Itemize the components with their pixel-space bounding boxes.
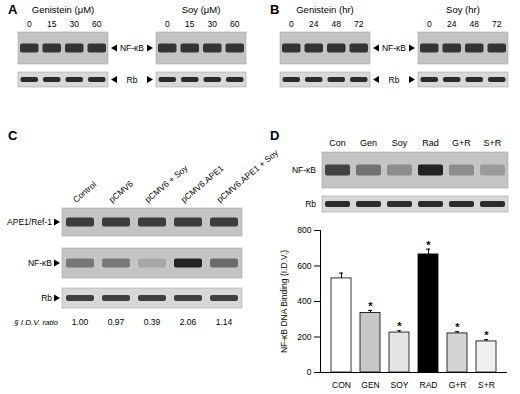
svg-text:A: A — [8, 2, 18, 17]
svg-text:400: 400 — [297, 296, 311, 306]
svg-text:Rad: Rad — [422, 138, 439, 148]
svg-text:Rb: Rb — [41, 293, 52, 303]
svg-text:S+R: S+R — [478, 380, 495, 390]
svg-text:48: 48 — [470, 19, 480, 29]
svg-text:72: 72 — [354, 19, 364, 29]
svg-text:*: * — [484, 329, 489, 341]
svg-text:Soy (μM): Soy (μM) — [182, 4, 221, 15]
svg-text:*: * — [426, 239, 431, 251]
svg-text:24: 24 — [309, 19, 319, 29]
svg-text:D: D — [270, 128, 279, 143]
svg-text:0: 0 — [427, 19, 432, 29]
svg-text:Genistein (μM): Genistein (μM) — [32, 4, 95, 15]
svg-text:B: B — [270, 2, 279, 17]
svg-text:Soy (hr): Soy (hr) — [446, 4, 480, 15]
svg-text:NF-κB: NF-κB — [292, 165, 316, 175]
svg-text:CON: CON — [332, 380, 351, 390]
svg-text:APE1/Ref-1: APE1/Ref-1 — [7, 217, 52, 227]
svg-text:0: 0 — [27, 19, 32, 29]
svg-text:NF-κB DNA Binding (I.D.V.): NF-κB DNA Binding (I.D.V.) — [279, 250, 289, 353]
svg-text:*: * — [397, 320, 402, 332]
svg-text:24: 24 — [447, 19, 457, 29]
svg-text:0.97: 0.97 — [108, 317, 125, 327]
svg-text:GEN: GEN — [361, 380, 379, 390]
svg-text:NF-κB: NF-κB — [120, 43, 144, 53]
svg-text:Con: Con — [329, 138, 346, 148]
svg-text:15: 15 — [47, 19, 57, 29]
svg-text:pCMV6.APE1: pCMV6.APE1 — [178, 163, 226, 205]
svg-text:SOY: SOY — [391, 380, 409, 390]
svg-text:Control: Control — [71, 179, 99, 204]
svg-text:*: * — [368, 300, 373, 312]
svg-text:0: 0 — [307, 367, 312, 377]
svg-text:800: 800 — [297, 225, 311, 235]
svg-text:Rb: Rb — [305, 199, 316, 209]
svg-text:30: 30 — [208, 19, 218, 29]
svg-text:Gen: Gen — [360, 138, 377, 148]
svg-text:§ I.D.V. ratio: § I.D.V. ratio — [13, 318, 58, 327]
svg-text:Rb: Rb — [389, 75, 400, 85]
svg-text:C: C — [8, 128, 18, 143]
svg-text:S+R: S+R — [484, 138, 502, 148]
svg-text:Soy: Soy — [392, 138, 408, 148]
svg-text:G+R: G+R — [449, 380, 467, 390]
svg-text:0.39: 0.39 — [144, 317, 161, 327]
svg-text:1.14: 1.14 — [216, 317, 233, 327]
svg-text:200: 200 — [297, 332, 311, 342]
svg-text:pCMV6 + Soy: pCMV6 + Soy — [142, 163, 190, 205]
svg-text:0: 0 — [289, 19, 294, 29]
svg-text:48: 48 — [332, 19, 342, 29]
svg-text:G+R: G+R — [452, 138, 471, 148]
svg-text:pCMV6.APE1 + Soy: pCMV6.APE1 + Soy — [215, 147, 281, 204]
svg-text:Rb: Rb — [127, 75, 138, 85]
svg-text:30: 30 — [70, 19, 80, 29]
svg-text:0: 0 — [165, 19, 170, 29]
svg-text:15: 15 — [185, 19, 195, 29]
svg-text:NF-κB: NF-κB — [382, 43, 406, 53]
svg-text:pCMV6: pCMV6 — [107, 178, 135, 204]
svg-text:NF-κB: NF-κB — [28, 258, 52, 268]
svg-text:600: 600 — [297, 261, 311, 271]
svg-text:RAD: RAD — [420, 380, 438, 390]
svg-text:60: 60 — [230, 19, 240, 29]
svg-text:Genistein (hr): Genistein (hr) — [296, 4, 354, 15]
svg-text:1.00: 1.00 — [72, 317, 89, 327]
svg-text:*: * — [455, 321, 460, 333]
svg-text:60: 60 — [92, 19, 102, 29]
svg-text:72: 72 — [492, 19, 502, 29]
svg-text:2.06: 2.06 — [180, 317, 197, 327]
